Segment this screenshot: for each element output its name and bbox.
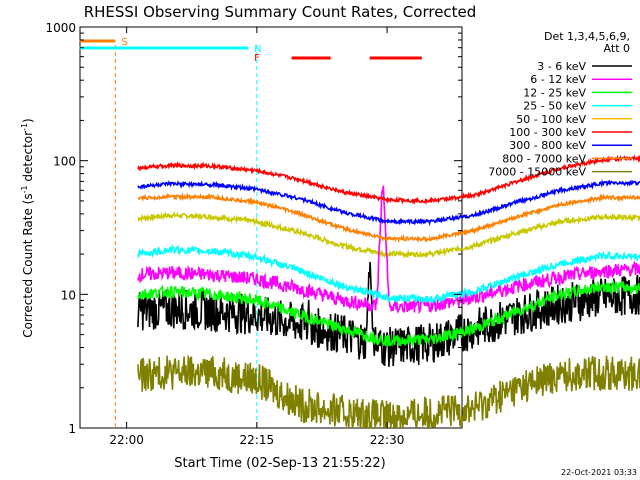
legend-header-line-1: Det 1,3,4,5,6,9, [544, 30, 630, 43]
series-line-2 [137, 279, 640, 348]
x-axis-label: Start Time (02-Sep-13 21:55:22) [174, 456, 385, 471]
timestamp: 22-Oct-2021 03:33 [561, 468, 637, 477]
legend-header-line-2: Att 0 [604, 42, 630, 55]
legend-label: 50 - 100 keV [516, 113, 586, 126]
series-line-7 [137, 192, 640, 244]
flare-flag-label: F [254, 53, 260, 64]
legend-label: 800 - 7000 keV [502, 152, 586, 165]
y-axis-label-end: ) [21, 118, 35, 123]
y-tick-label: 1000 [45, 21, 76, 35]
series-lines [137, 154, 640, 430]
x-tick-label: 22:00 [109, 433, 144, 447]
legend-label: 300 - 800 keV [509, 139, 586, 152]
y-axis-label: Corrected Count Rate (s-1 detector-1) [20, 118, 35, 337]
series-line-5 [137, 154, 640, 206]
y-tick-label: 100 [53, 155, 76, 169]
plot-frame [79, 26, 463, 429]
night-flag-label: N [254, 44, 261, 55]
legend-label: 100 - 300 keV [509, 126, 586, 139]
series-line-extra [137, 210, 640, 259]
chart-title: RHESSI Observing Summary Count Rates, Co… [84, 3, 477, 21]
axis-ticks: 22:00 22:15 22:30 1 10 100 1000 [45, 21, 462, 447]
saa-flag-label: S [121, 37, 127, 48]
legend-label: 3 - 6 keV [537, 60, 586, 73]
y-tick-label: 1 [68, 422, 76, 436]
legend-label: 6 - 12 keV [530, 73, 586, 86]
vertical-markers [114, 45, 258, 428]
y-tick-label: 10 [61, 288, 76, 302]
y-axis-label-sup1: -1 [20, 185, 29, 193]
y-axis-label-sup2: -1 [20, 123, 29, 131]
legend-label: 25 - 50 keV [523, 100, 586, 113]
series-line-0 [137, 261, 640, 367]
x-tick-label: 22:15 [240, 433, 275, 447]
series-line-8 [137, 354, 640, 430]
series-line-6 [137, 179, 640, 227]
legend-label: 12 - 25 keV [523, 86, 586, 99]
legend-label: 7000 - 15000 keV [488, 166, 586, 179]
y-axis-label-main: Corrected Count Rate (s [21, 193, 35, 337]
flag-bars: S NF [79, 37, 422, 64]
y-axis-label-mid: detector [21, 131, 35, 186]
x-tick-label: 22:30 [370, 433, 405, 447]
series-line-3 [137, 243, 640, 305]
series-line-1 [137, 185, 640, 315]
